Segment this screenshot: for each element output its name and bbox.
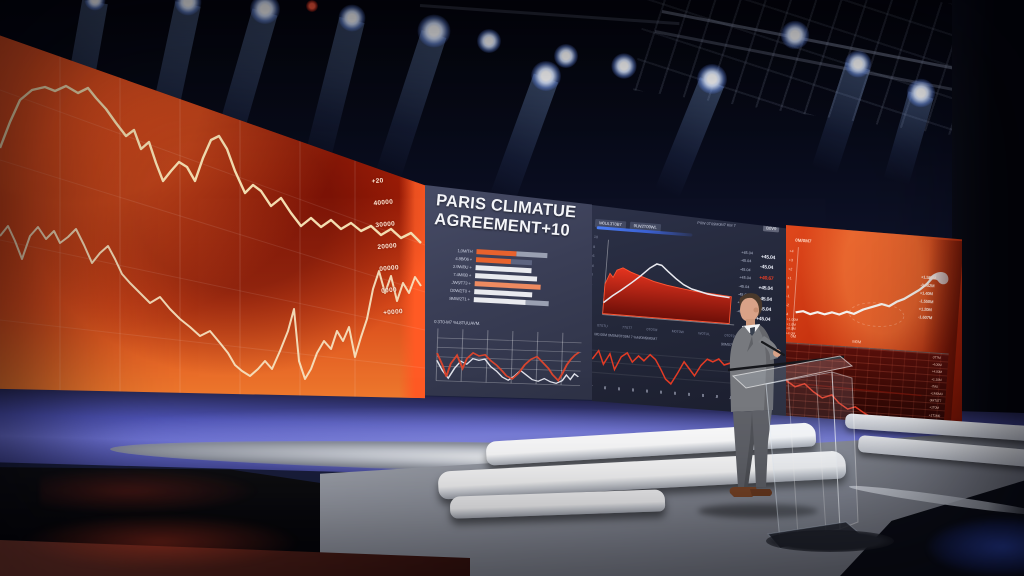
stage-light [780, 20, 810, 50]
presenter-trousers [733, 410, 772, 487]
stage-light [477, 29, 501, 53]
mini-line-chart [435, 328, 582, 386]
y-axis-tick: 2 [592, 273, 595, 283]
bar-label: JW5/T73 + [451, 279, 471, 286]
dashboard-main-chart [602, 239, 735, 326]
white-line-series [603, 263, 730, 304]
stage-light [174, 0, 202, 16]
stage-light [531, 61, 561, 91]
stage-light [697, 64, 727, 94]
bar-label: 8MW/2T1 + [449, 295, 470, 302]
y-axis-tick: 10 [593, 234, 599, 240]
mini-chart-red-line [436, 351, 580, 382]
bar-label: D0W/2T0 + [450, 287, 471, 294]
stage-light [338, 4, 366, 32]
red-floor-glow [20, 515, 300, 570]
y-axis-tick: 6 [592, 254, 595, 259]
headline-title: PARIS CLIMATUE AGREEMENT+10 [434, 191, 592, 242]
screen-panel-right-chart: 0M/0M7 +4 +3 +2 +1 0 -1 -2 -4 +1.00M +1.0M +0.0M +… [786, 225, 962, 428]
acrylic-podium [728, 355, 862, 549]
stage-light [554, 44, 578, 68]
dashboard-badge: B0V9 [762, 224, 780, 233]
bar-segment [475, 257, 512, 264]
stage-light [611, 53, 637, 79]
horizontal-bar-chart: 1,0M/TH 4.8B/06 +2.9W/8U +7.4M/0B + JW5/T7… [432, 247, 587, 311]
truss-rail [419, 4, 680, 26]
bar-segment [525, 300, 549, 307]
podium-top-surface [731, 355, 854, 389]
presenter-face [740, 297, 759, 322]
x-axis-tick: 0T0TU [596, 323, 608, 329]
left-panel-lower-line [0, 225, 422, 380]
presenter-pointer [760, 340, 786, 357]
left-panel-chart [0, 50, 425, 398]
podium-base-mat [766, 530, 894, 552]
red-stage-light [306, 0, 318, 12]
axis-tick-label: 00000 [379, 264, 400, 273]
axis-tick-label: 0000 [380, 286, 398, 295]
presenter-jacket [729, 325, 775, 412]
podium-front-panel [765, 371, 841, 543]
stage-light [906, 78, 936, 108]
screen-panel-title: PARIS CLIMATUE AGREEMENT+10 1,0M/TH 4.8B/… [425, 185, 592, 400]
bar-label: 4.8B/06 + [455, 255, 473, 262]
bar-segment [474, 289, 533, 298]
light-beam [375, 29, 447, 181]
bar-segment [511, 259, 533, 266]
x-axis-tick: M0T0W [671, 329, 685, 335]
stage-light [250, 0, 280, 24]
y-axis-tick: 0 [592, 283, 594, 293]
presenter-shoe-left [729, 486, 757, 497]
red-area-series [602, 267, 732, 325]
x-axis-tick: 0T07M [646, 327, 658, 333]
x-axis-tick: 7T0T7 [621, 325, 633, 331]
bar-label: 7.4M/0B + [453, 271, 472, 278]
axis-tick-label: 20000 [377, 242, 398, 252]
stage-light [844, 50, 872, 78]
rising-white-line [795, 273, 937, 316]
y-axis-tick: 4 [592, 263, 594, 268]
axis-tick-label: 30000 [375, 220, 396, 230]
dashboard-note: P0W 0T09M0M7 KM 7 [697, 220, 736, 228]
bar-segment [476, 249, 517, 257]
bar-segment [515, 251, 548, 258]
axis-tick-label: 40000 [373, 198, 394, 208]
bar-label: 1,0M/TH [457, 248, 473, 254]
bar-segment [473, 297, 526, 305]
presenter-shadow [698, 504, 818, 518]
left-panel-upper-line [0, 84, 422, 244]
y-axis-tick: +1 [787, 276, 792, 281]
y-axis-tick: 8 [593, 244, 596, 249]
dashboard-y-axis: 10 8 6 4 20 [592, 235, 598, 293]
stage-light [417, 14, 451, 48]
red-floor-reflection [40, 468, 260, 514]
value-label: -1.607M [918, 314, 933, 321]
axis-tick-label: +0000 [382, 308, 404, 317]
light-beam [489, 73, 559, 205]
y-axis-tick: +3 [788, 258, 794, 263]
presenter-shoe-right [750, 489, 772, 496]
stage-light [84, 0, 106, 11]
y-axis-tick: +4 [789, 249, 794, 254]
bar-segment [475, 265, 532, 274]
bar-segment [475, 273, 538, 282]
podium-side-panel [831, 371, 859, 530]
bar-segment [474, 281, 541, 290]
bar-label: 2.9W/8U + [452, 263, 472, 270]
screen-panel-left-chart [0, 35, 425, 399]
y-axis-tick: +2 [788, 267, 793, 272]
presenter [729, 293, 786, 497]
